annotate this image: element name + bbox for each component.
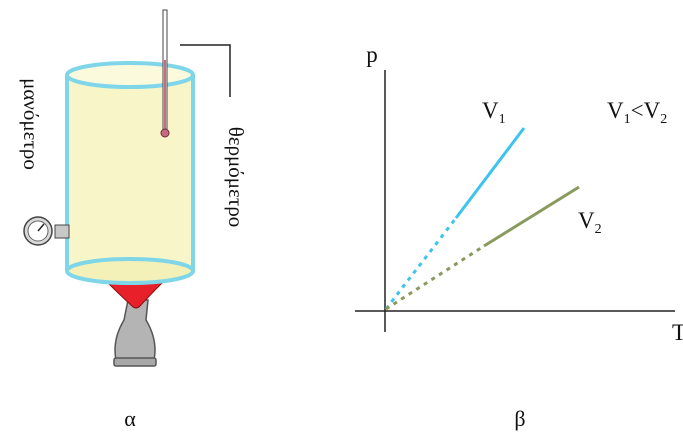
cylinder (65, 61, 195, 285)
thermometer-bulb (160, 128, 170, 138)
line-v1-label: V1 (482, 98, 506, 127)
line-v2-label: V2 (578, 208, 602, 237)
thermometer (160, 9, 170, 138)
volume-relation: V1<V2 (607, 98, 667, 127)
thermometer-label: θερμόμετρο (224, 127, 248, 228)
line-v2 (483, 185, 580, 248)
y-axis-label: p (366, 42, 378, 67)
apparatus: μανόμετρο θερμόμετρο α (19, 9, 248, 431)
line-v1 (454, 127, 526, 219)
caption-alpha: α (124, 406, 136, 431)
manometer (23, 216, 70, 246)
thermometer-leader-line (180, 44, 231, 97)
manometer-label: μανόμετρο (19, 78, 43, 170)
caption-beta: β (514, 406, 525, 431)
pt-graph: p T V1 V2 V1<V2 β (355, 42, 683, 431)
line-v2-extrapolation (385, 244, 485, 311)
burner (113, 299, 157, 367)
x-axis-label: T (672, 320, 683, 345)
line-v1-extrapolation (384, 217, 458, 310)
